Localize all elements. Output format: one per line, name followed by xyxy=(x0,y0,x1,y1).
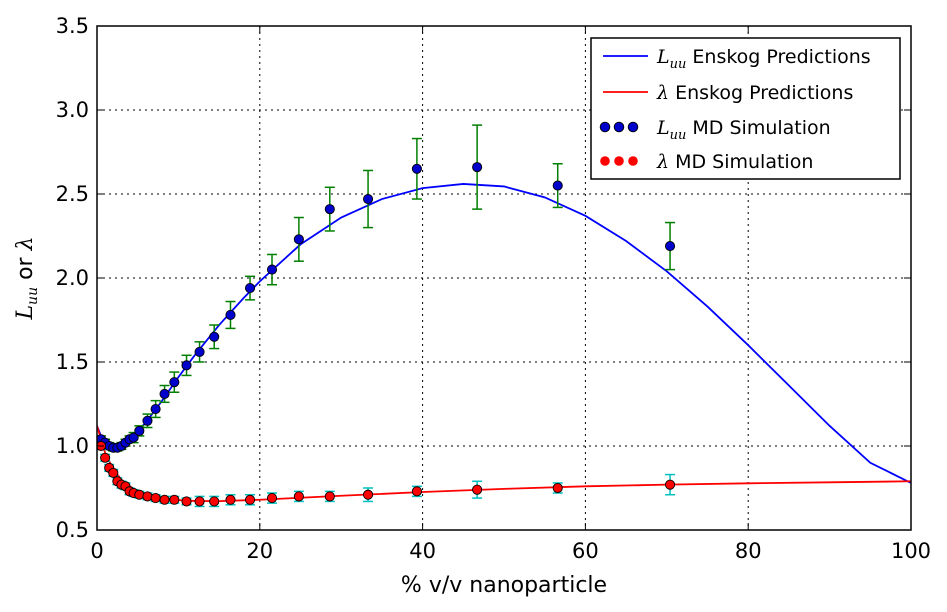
point-lambda_points xyxy=(194,496,205,507)
legend-frame xyxy=(590,37,901,180)
y-tick-label: 3.5 xyxy=(56,14,89,38)
point-luu_points xyxy=(150,403,161,415)
point-luu_points xyxy=(324,204,335,215)
y-tick-label: 3.0 xyxy=(56,98,89,122)
point-luu_points xyxy=(363,193,374,205)
legend-item-lambda_points: λ MD Simulation xyxy=(600,151,813,173)
legend-item-luu_line: Luu Enskog Predictions xyxy=(603,46,871,72)
point-lambda_points xyxy=(209,496,220,507)
y-tick-label: 1.5 xyxy=(56,350,89,374)
point-luu_points xyxy=(194,346,205,357)
legend-subscript: uu xyxy=(670,57,687,72)
point-lambda_points xyxy=(324,491,335,502)
point-luu_points xyxy=(472,162,483,173)
y-axis-label-connector: or xyxy=(13,250,38,287)
point-lambda_points xyxy=(142,491,153,502)
point-luu_points xyxy=(665,241,676,252)
point-luu_points xyxy=(169,377,180,388)
y-axis-label-symbol-2: λ xyxy=(13,236,38,251)
point-luu_points xyxy=(244,283,256,294)
legend-symbol: L xyxy=(656,46,670,68)
point-luu_points xyxy=(128,432,139,443)
point-luu_points xyxy=(181,360,192,371)
point-lambda_points xyxy=(108,467,119,478)
point-luu_points xyxy=(209,331,220,342)
point-luu_points xyxy=(552,180,563,191)
point-lambda_points xyxy=(225,494,236,505)
point-lambda_points xyxy=(169,494,180,505)
x-axis-label: % v/v nanoparticle xyxy=(401,573,607,598)
point-luu_points xyxy=(293,234,304,245)
x-tick-label: 80 xyxy=(735,539,762,563)
x-tick-label: 100 xyxy=(891,539,931,563)
point-luu_points xyxy=(266,264,278,275)
data-points xyxy=(97,162,676,507)
legend-label: λ Enskog Predictions xyxy=(656,82,853,104)
y-axis-label: Luu or λ xyxy=(13,236,41,320)
legend-marker xyxy=(613,121,625,133)
x-tick-label: 20 xyxy=(246,539,273,563)
point-lambda_points xyxy=(100,452,111,463)
y-tick-label: 0.5 xyxy=(56,518,89,542)
point-lambda_points xyxy=(411,486,422,497)
plot-area xyxy=(97,124,911,508)
legend-label: λ MD Simulation xyxy=(656,151,813,173)
y-axis-label-symbol: L xyxy=(13,305,38,321)
legend-symbol: λ xyxy=(656,82,669,104)
legend-marker xyxy=(599,121,611,133)
point-lambda_points xyxy=(159,494,170,505)
legend-marker xyxy=(628,156,638,166)
point-luu_points xyxy=(411,163,422,174)
legend-marker xyxy=(614,156,624,166)
point-luu_points xyxy=(142,415,153,426)
legend-text: MD Simulation xyxy=(669,151,813,173)
legend-symbol: λ xyxy=(656,151,669,173)
legend-item-lambda_line: λ Enskog Predictions xyxy=(603,82,853,104)
point-lambda_points xyxy=(552,482,563,494)
legend-label: Luu Enskog Predictions xyxy=(656,46,871,72)
point-lambda_points xyxy=(150,493,161,504)
point-luu_points xyxy=(225,309,236,321)
point-lambda_points xyxy=(134,489,145,500)
point-lambda_points xyxy=(244,494,256,505)
point-lambda_points xyxy=(181,496,192,507)
point-luu_points xyxy=(134,425,145,436)
legend-text: Enskog Predictions xyxy=(686,46,870,68)
axis-ticks xyxy=(96,25,912,531)
x-tick-label: 0 xyxy=(90,539,103,563)
legend-symbol: L xyxy=(656,117,670,139)
y-axis-label-subscript: uu xyxy=(25,287,41,305)
point-lambda_points xyxy=(293,491,304,502)
legend-subscript: uu xyxy=(670,128,687,143)
legend-item-luu_points: Luu MD Simulation xyxy=(599,117,831,143)
legend-text: Enskog Predictions xyxy=(669,82,853,104)
x-tick-label: 60 xyxy=(572,539,599,563)
legend-marker xyxy=(600,156,610,166)
y-tick-label: 2.0 xyxy=(56,266,89,290)
point-lambda_points xyxy=(363,489,374,500)
legend-text: MD Simulation xyxy=(686,117,830,139)
legend-label: Luu MD Simulation xyxy=(656,117,831,143)
point-lambda_points xyxy=(665,479,676,490)
x-tick-label: 40 xyxy=(409,539,436,563)
point-lambda_points xyxy=(472,484,483,495)
tick-labels: 0 20 40 60 80 100 0.5 1.0 1.5 2.0 2.5 3.0 3.5 xyxy=(56,14,931,563)
y-tick-label: 1.0 xyxy=(56,434,89,458)
legend-marker xyxy=(627,121,639,133)
point-luu_points xyxy=(159,388,170,399)
point-lambda_points xyxy=(266,493,278,504)
y-tick-label: 2.5 xyxy=(56,182,89,206)
